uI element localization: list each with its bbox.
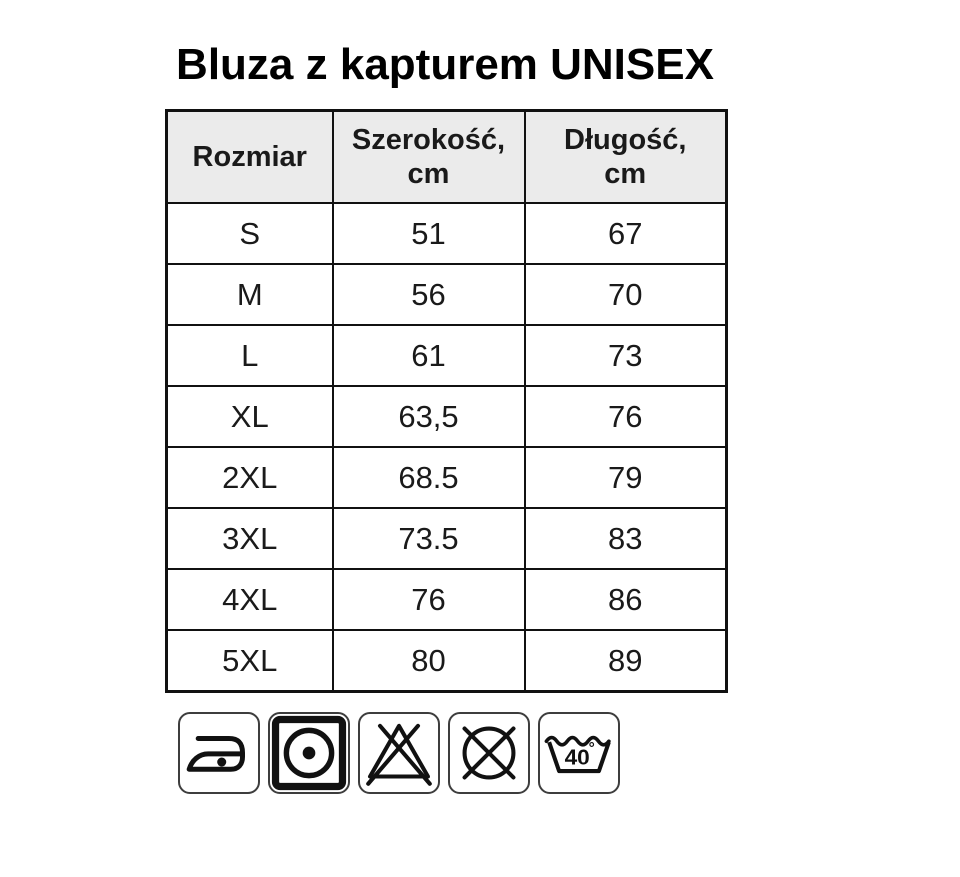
col-header-line: Rozmiar: [192, 141, 307, 173]
col-header-line: cm: [407, 158, 450, 190]
tumble-dry-glyph: [271, 715, 347, 791]
length-cell: 89: [523, 629, 728, 693]
size-cell: 5XL: [165, 629, 334, 693]
iron-glyph: [186, 736, 246, 772]
page-title: Bluza z kapturem UNISEX: [176, 40, 714, 89]
length-cell: 79: [523, 446, 728, 509]
size-cell: S: [165, 202, 334, 265]
width-cell: 51: [331, 202, 526, 265]
width-cell: 76: [331, 568, 526, 631]
col-header-line: Szerokość,: [351, 124, 506, 156]
col-header-length: Długość, cm: [523, 109, 728, 204]
width-cell: 63,5: [331, 385, 526, 448]
length-cell: 73: [523, 324, 728, 387]
table-row: 4XL 76 86: [165, 568, 728, 631]
do-not-bleach-icon: [358, 712, 440, 794]
wash-temp-degree: °: [589, 740, 595, 757]
size-cell: XL: [165, 385, 334, 448]
table-row: 5XL 80 89: [165, 629, 728, 693]
size-cell: 3XL: [165, 507, 334, 570]
do-not-dry-clean-icon: [448, 712, 530, 794]
table-row: 2XL 68.5 79: [165, 446, 728, 509]
length-cell: 83: [523, 507, 728, 570]
width-cell: 61: [331, 324, 526, 387]
do-not-bleach-glyph: [366, 723, 432, 786]
table-row: L 61 73: [165, 324, 728, 387]
iron-low-heat-icon: [178, 712, 260, 794]
table-row: XL 63,5 76: [165, 385, 728, 448]
wash-temp-label: 40: [565, 745, 590, 770]
length-cell: 67: [523, 202, 728, 265]
do-not-dry-clean-glyph: [462, 726, 516, 780]
length-cell: 76: [523, 385, 728, 448]
wash-40-degrees-icon: 40 °: [538, 712, 620, 794]
size-cell: L: [165, 324, 334, 387]
table-row: M 56 70: [165, 263, 728, 326]
length-cell: 86: [523, 568, 728, 631]
table-row: S 51 67: [165, 202, 728, 265]
size-table: Rozmiar Szerokość, cm Długość, cm S: [165, 109, 728, 693]
size-chart: Bluza z kapturem UNISEX Rozmiar Szerokoś…: [165, 34, 728, 794]
width-cell: 80: [331, 629, 526, 693]
col-header-line: cm: [604, 158, 647, 190]
wash-tub-glyph: 40 °: [544, 735, 611, 774]
header-row: Rozmiar Szerokość, cm Długość, cm: [165, 109, 728, 204]
col-header-size: Rozmiar: [165, 109, 334, 204]
width-cell: 73.5: [331, 507, 526, 570]
tumble-dry-low-heat-icon: [268, 712, 350, 794]
size-cell: 2XL: [165, 446, 334, 509]
width-cell: 68.5: [331, 446, 526, 509]
col-header-line: Długość,: [564, 124, 687, 156]
length-cell: 70: [523, 263, 728, 326]
width-cell: 56: [331, 263, 526, 326]
care-symbols-row: 40 °: [178, 712, 725, 794]
size-cell: M: [165, 263, 334, 326]
size-cell: 4XL: [165, 568, 334, 631]
col-header-width: Szerokość, cm: [331, 109, 526, 204]
table-row: 3XL 73.5 83: [165, 507, 728, 570]
